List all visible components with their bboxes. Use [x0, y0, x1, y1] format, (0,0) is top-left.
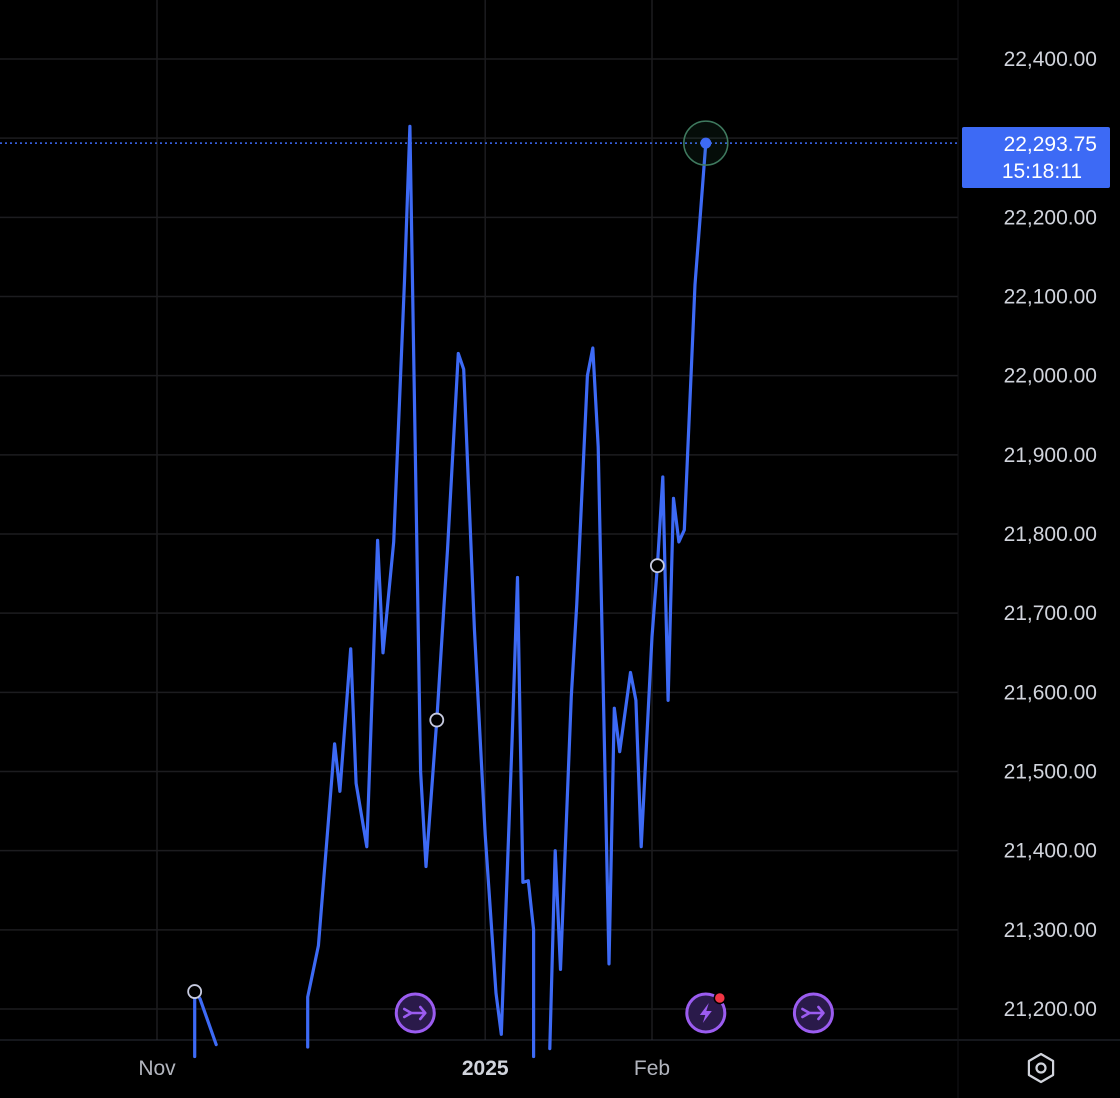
time-axis-labels: Nov 2025 Feb: [138, 1057, 670, 1080]
y-tick-label: 22,100.00: [1004, 286, 1097, 309]
line-marker-ring: [649, 558, 665, 574]
y-tick-label: 21,300.00: [1004, 919, 1097, 942]
x-tick-label: 2025: [462, 1057, 509, 1080]
y-tick-label: 22,400.00: [1004, 48, 1097, 71]
bar-countdown-label: 15:18:11: [1002, 160, 1082, 183]
event-markers[interactable]: [394, 991, 834, 1034]
y-tick-label: 21,900.00: [1004, 444, 1097, 467]
last-price-point[interactable]: [683, 120, 729, 166]
y-tick-label: 21,200.00: [1004, 998, 1097, 1021]
price-badge-background: [962, 127, 1110, 188]
line-marker-ring: [187, 984, 203, 999]
price-axis-labels: 22,400.00 22,200.00 22,100.00 22,000.00 21,9…: [1004, 48, 1097, 1021]
arrow-glyph: [808, 1005, 825, 1021]
y-tick-label: 21,500.00: [1004, 761, 1097, 784]
y-tick-label: 22,200.00: [1004, 206, 1097, 229]
x-tick-label: Nov: [138, 1057, 176, 1080]
dividend-arrow-icon[interactable]: [792, 992, 834, 1034]
y-tick-label: 21,800.00: [1004, 523, 1097, 546]
lightning-glyph: [699, 1003, 712, 1023]
line-marker-ring: [429, 712, 445, 728]
lightning-icon[interactable]: [685, 991, 727, 1034]
y-tick-label: 21,700.00: [1004, 602, 1097, 625]
current-price-badge: 22,293.75 15:18:11: [962, 127, 1110, 188]
hexagon-settings-icon[interactable]: [1027, 1052, 1055, 1084]
dividend-arrow-icon[interactable]: [394, 992, 436, 1034]
y-tick-label: 21,600.00: [1004, 681, 1097, 704]
current-price-label: 22,293.75: [1004, 133, 1097, 156]
last-point-dot: [700, 137, 712, 149]
vertical-gridlines: [156, 0, 653, 1040]
y-tick-label: 21,400.00: [1004, 840, 1097, 863]
arrow-glyph: [409, 1005, 427, 1021]
x-tick-label: Feb: [634, 1057, 670, 1080]
y-tick-label: 22,000.00: [1004, 365, 1097, 388]
series-line-segment: [306, 124, 536, 1059]
horizontal-gridlines: [0, 58, 958, 1010]
alert-dot: [713, 991, 727, 1005]
marker-layer: [187, 558, 665, 999]
series-line-segment: [548, 141, 708, 1051]
